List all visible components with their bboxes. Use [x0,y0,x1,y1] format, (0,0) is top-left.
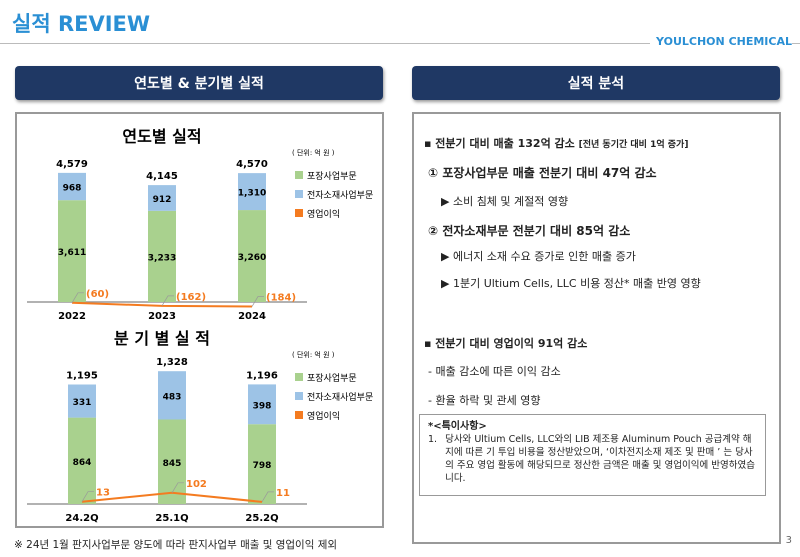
category-label: 25.2Q [245,513,278,524]
left-section-heading: 연도별 & 분기별 실적 [15,66,383,100]
page-number: 3 [785,535,792,546]
note-text: 당사와 Ultium Cells, LLC와의 LIB 제조용 Aluminum… [445,434,755,484]
legend-swatch [295,171,303,179]
quarterly-chart: 분 기 별 실 적 ( 단위: 억 원 ) 864 331 1,195 24.2Q 845 4… [27,329,373,524]
bar-packaging [148,210,176,302]
operating-profit-label: (60) [86,289,109,300]
bar-packaging [58,200,86,302]
label-leader [161,295,174,307]
operating-profit-label: 102 [186,479,207,490]
label-leader [251,296,264,307]
summary-yoy: [전년 동기간 대비 1억 증가] [578,140,689,150]
bar-packaging [238,210,266,302]
total-label: 1,196 [246,370,278,381]
bar-electronics [158,371,186,420]
electronics-reason-1: ▶ 에너지 소재 수요 증가로 인한 매출 증가 [441,250,636,263]
bar-label-electronics: 1,310 [238,189,266,199]
bar-packaging [158,419,186,504]
brand-logo-text: YOULCHON CHEMICAL [650,35,792,48]
analysis-summary-sales: ▪ 전분기 대비 매출 132억 감소 [전년 동기간 대비 1억 증가] [424,135,688,151]
legend-swatch [295,411,303,419]
total-label: 4,145 [146,171,178,182]
total-label: 1,195 [66,371,98,382]
unit-label: ( 단위: 억 원 ) [292,350,335,359]
charts-panel: 연도별 실적 ( 단위: 억 원 ) 3,611 968 4,579 2022 3,233 9… [15,112,384,528]
operating-profit-label: 13 [96,488,110,499]
total-label: 1,328 [156,357,188,368]
title-divider [0,43,800,44]
bar-packaging [68,417,96,504]
bar-electronics [148,185,176,211]
operating-profit-label: (162) [176,292,206,303]
bar-label-packaging: 864 [73,458,92,468]
unit-label: ( 단위: 억 원 ) [292,148,335,157]
label-leader [81,491,94,502]
label-leader [261,491,274,503]
total-label: 4,570 [236,159,268,170]
special-note-box: *<특이사항> 1. 당사와 Ultium Cells, LLC와의 LIB 제… [419,414,766,496]
electronics-heading: ② 전자소재부문 전분기 대비 85억 감소 [428,224,631,238]
bar-electronics [58,172,86,201]
bar-label-electronics: 483 [163,392,182,402]
footnote: ※ 24년 1월 판지사업부문 양도에 따라 판지사업부 매출 및 영업이익 제… [14,539,338,551]
bar-electronics [238,173,266,211]
note-number: 1. [428,434,438,445]
bar-label-electronics: 912 [153,195,172,205]
chart-title: 연도별 실적 [122,127,201,146]
category-label: 2024 [238,311,266,320]
category-label: 2022 [58,311,86,320]
label-leader [71,292,84,303]
label-leader [171,482,184,493]
legend-label: 포장사업부문 [307,373,357,384]
bar-electronics [68,384,96,418]
legend-swatch [295,190,303,198]
legend-label: 포장사업부문 [307,171,357,182]
bar-packaging [248,424,276,504]
legend-swatch [295,373,303,381]
bar-electronics [248,384,276,425]
legend-label: 영업이익 [307,208,340,220]
bar-label-electronics: 331 [73,398,92,408]
bar-label-packaging: 798 [253,461,272,471]
operating-profit-line [71,301,253,308]
category-label: 25.1Q [155,513,188,524]
profit-reason-1: - 매출 감소에 따른 이익 감소 [428,365,561,378]
legend-label: 전자소재사업부문 [307,392,373,403]
right-section-heading: 실적 분석 [412,66,780,100]
bar-label-packaging: 3,260 [238,253,266,263]
operating-profit-summary: ▪ 전분기 대비 영업이익 91억 감소 [424,337,588,350]
bar-label-electronics: 398 [253,401,272,411]
profit-reason-2: - 환율 하락 및 관세 영향 [428,394,541,407]
total-label: 4,579 [56,159,88,170]
legend-label: 영업이익 [307,410,340,422]
category-label: 2023 [148,311,176,320]
page-title: 실적 REVIEW [12,12,151,36]
packaging-reason: ▶ 소비 침체 및 계절적 영향 [441,195,569,208]
annual-chart: 연도별 실적 ( 단위: 억 원 ) 3,611 968 4,579 2022 3,233 9… [27,127,373,320]
category-label: 24.2Q [65,513,98,524]
packaging-heading: ① 포장사업부문 매출 전분기 대비 47억 감소 [428,166,657,180]
operating-profit-label: 11 [276,488,290,499]
bar-label-packaging: 845 [163,459,182,469]
legend-swatch [295,392,303,400]
legend-swatch [295,209,303,217]
bar-label-electronics: 968 [63,184,82,194]
electronics-reason-2: ▶ 1분기 Ultium Cells, LLC 비용 정산* 매출 반영 영향 [441,277,701,290]
legend-label: 전자소재사업부문 [307,190,373,201]
chart-title: 분 기 별 실 적 [114,329,210,348]
summary-text: ▪ 전분기 대비 매출 132억 감소 [424,137,575,150]
bar-label-packaging: 3,233 [148,253,176,263]
bar-label-packaging: 3,611 [58,248,86,258]
operating-profit-label: (184) [266,293,296,304]
note-title: *<특이사항> [428,421,487,432]
